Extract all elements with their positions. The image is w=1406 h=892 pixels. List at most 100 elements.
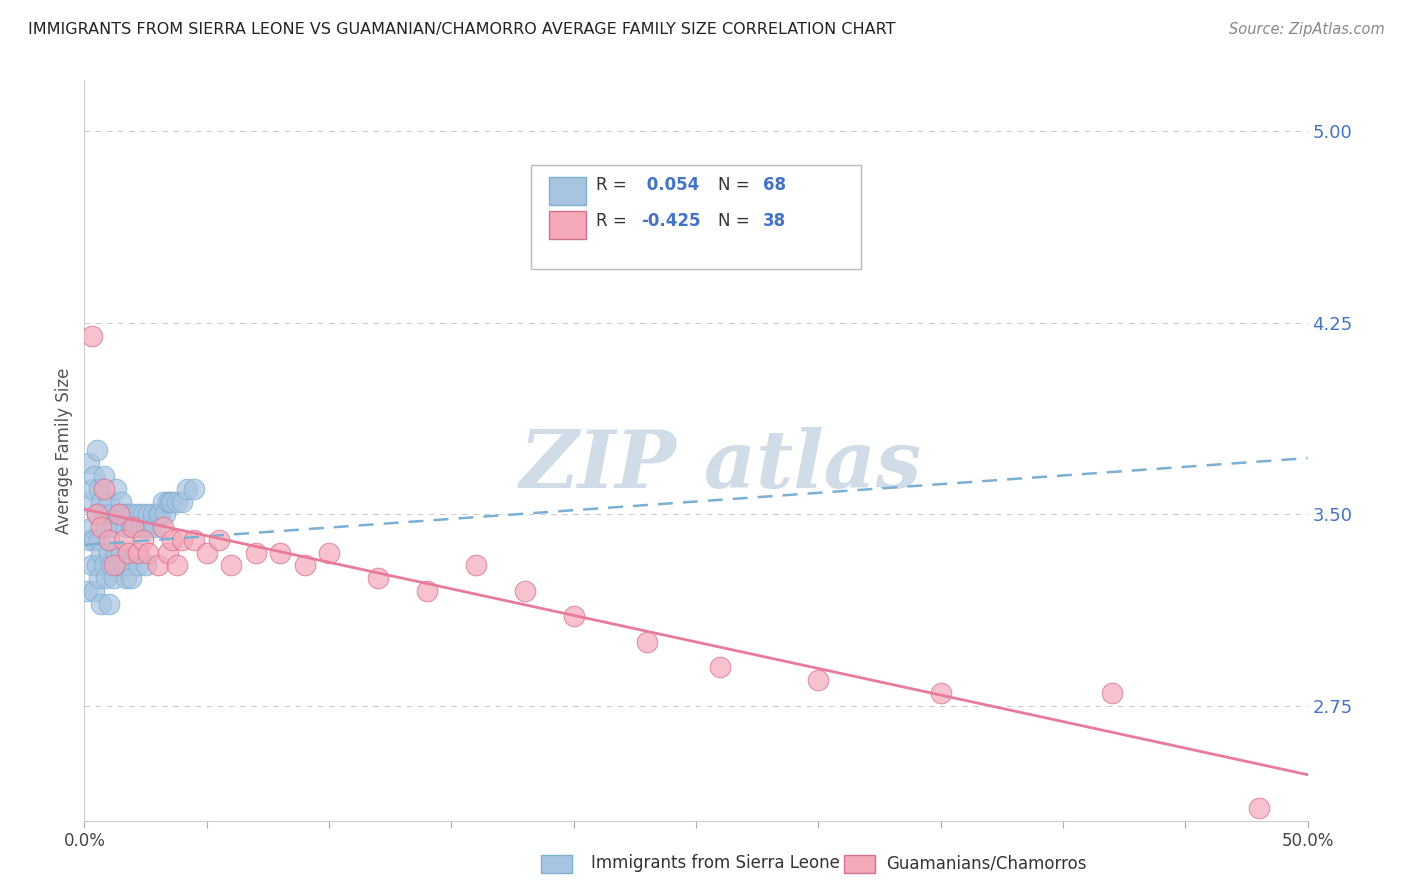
Point bbox=[142, 508, 165, 522]
Point bbox=[146, 558, 169, 573]
Point bbox=[100, 508, 122, 522]
Point bbox=[115, 520, 138, 534]
Point bbox=[77, 533, 100, 547]
Point bbox=[162, 494, 184, 508]
Point bbox=[125, 520, 148, 534]
Text: Immigrants from Sierra Leone: Immigrants from Sierra Leone bbox=[591, 855, 839, 872]
Point bbox=[176, 482, 198, 496]
Point bbox=[103, 520, 125, 534]
Point bbox=[80, 520, 103, 534]
Point bbox=[110, 545, 132, 559]
Point bbox=[107, 508, 129, 522]
Point bbox=[76, 583, 98, 598]
Point bbox=[135, 520, 157, 534]
Point bbox=[562, 609, 585, 624]
Bar bbox=[550, 211, 586, 239]
Point bbox=[195, 545, 218, 559]
Point bbox=[107, 508, 129, 522]
Text: -0.425: -0.425 bbox=[641, 212, 700, 230]
Point bbox=[86, 508, 108, 522]
Point bbox=[172, 494, 194, 508]
Point bbox=[159, 494, 181, 508]
Point bbox=[183, 482, 205, 496]
Point bbox=[135, 558, 157, 573]
Point bbox=[636, 635, 658, 649]
Point bbox=[87, 482, 110, 496]
FancyBboxPatch shape bbox=[531, 165, 860, 269]
Point bbox=[152, 520, 174, 534]
Point bbox=[93, 469, 115, 483]
Point bbox=[117, 545, 139, 559]
Point bbox=[115, 571, 138, 585]
Point bbox=[416, 583, 439, 598]
Point bbox=[117, 558, 139, 573]
Point bbox=[86, 443, 108, 458]
Point bbox=[166, 558, 188, 573]
Point bbox=[464, 558, 486, 573]
Point bbox=[156, 545, 179, 559]
Point bbox=[149, 508, 172, 522]
Point bbox=[103, 571, 125, 585]
Text: 68: 68 bbox=[763, 177, 786, 194]
Point bbox=[83, 583, 105, 598]
Point bbox=[929, 686, 952, 700]
Point bbox=[807, 673, 830, 688]
Point bbox=[172, 533, 194, 547]
Point bbox=[129, 520, 152, 534]
Text: 0.054: 0.054 bbox=[641, 177, 699, 194]
Point bbox=[245, 545, 267, 559]
Text: R =: R = bbox=[596, 177, 631, 194]
Point bbox=[83, 469, 105, 483]
Point bbox=[86, 558, 108, 573]
Text: N =: N = bbox=[718, 177, 755, 194]
Text: Source: ZipAtlas.com: Source: ZipAtlas.com bbox=[1229, 22, 1385, 37]
Text: ZIP atlas: ZIP atlas bbox=[519, 426, 921, 504]
Point bbox=[122, 508, 145, 522]
Point bbox=[80, 558, 103, 573]
Point bbox=[127, 508, 149, 522]
Point bbox=[87, 533, 110, 547]
Point bbox=[513, 583, 536, 598]
Point bbox=[122, 520, 145, 534]
Point bbox=[90, 494, 112, 508]
Point bbox=[90, 597, 112, 611]
Point bbox=[136, 508, 159, 522]
Point bbox=[112, 558, 135, 573]
Point bbox=[93, 482, 115, 496]
Point bbox=[112, 533, 135, 547]
Point bbox=[132, 533, 155, 547]
Point bbox=[143, 520, 166, 534]
Point bbox=[120, 571, 142, 585]
Point bbox=[152, 494, 174, 508]
Point bbox=[117, 508, 139, 522]
Point bbox=[127, 558, 149, 573]
Point bbox=[1247, 801, 1270, 815]
Point bbox=[96, 520, 118, 534]
Point bbox=[120, 520, 142, 534]
Point bbox=[1101, 686, 1123, 700]
Point bbox=[294, 558, 316, 573]
Point bbox=[136, 545, 159, 559]
Point bbox=[208, 533, 231, 547]
Point bbox=[97, 545, 120, 559]
Point bbox=[80, 482, 103, 496]
Text: N =: N = bbox=[718, 212, 755, 230]
Point bbox=[318, 545, 340, 559]
Point bbox=[107, 558, 129, 573]
Text: R =: R = bbox=[596, 212, 631, 230]
Point bbox=[105, 482, 128, 496]
Point bbox=[80, 328, 103, 343]
Point bbox=[90, 545, 112, 559]
Text: IMMIGRANTS FROM SIERRA LEONE VS GUAMANIAN/CHAMORRO AVERAGE FAMILY SIZE CORRELATI: IMMIGRANTS FROM SIERRA LEONE VS GUAMANIA… bbox=[28, 22, 896, 37]
Point bbox=[162, 533, 184, 547]
Point bbox=[77, 494, 100, 508]
Point bbox=[153, 508, 176, 522]
Point bbox=[77, 456, 100, 470]
Point bbox=[112, 508, 135, 522]
Point bbox=[127, 545, 149, 559]
Point bbox=[110, 494, 132, 508]
Point bbox=[97, 597, 120, 611]
Point bbox=[97, 533, 120, 547]
Point bbox=[156, 494, 179, 508]
Point bbox=[103, 558, 125, 573]
